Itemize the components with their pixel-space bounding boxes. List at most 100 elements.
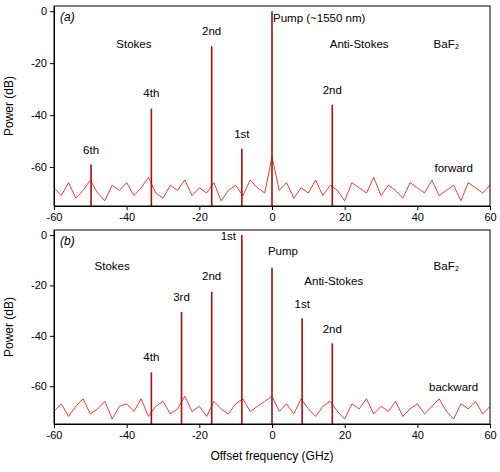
y-tick-mark <box>50 115 54 116</box>
y-tick-mark <box>50 285 54 286</box>
plot-area <box>54 235 490 424</box>
y-tick: -40 <box>31 109 54 121</box>
x-tick-mark <box>345 424 346 428</box>
y-tick: -60 <box>31 161 54 173</box>
annotation: Anti-Stokes <box>304 275 363 287</box>
y-tick-mark <box>50 63 54 64</box>
annotation: Stokes <box>95 260 130 272</box>
panel-title: (a) <box>60 10 75 24</box>
annotation: 2nd <box>202 25 221 37</box>
plot-frame <box>54 230 490 424</box>
x-tick-mark <box>417 206 418 210</box>
y-tick: -60 <box>31 380 54 392</box>
annotation: Stokes <box>116 38 151 50</box>
peak <box>301 318 303 424</box>
y-axis-line <box>54 231 55 425</box>
peak <box>241 235 243 424</box>
x-tick-label: -40 <box>119 211 135 223</box>
x-tick-mark <box>199 206 200 210</box>
panel: -60-40-200204060-60-40-200Power (dB)Offs… <box>2 229 497 463</box>
x-tick-label: 40 <box>412 429 424 441</box>
x-tick-mark <box>345 206 346 210</box>
x-tick-label: -20 <box>192 211 208 223</box>
annotation: 2nd <box>202 270 221 282</box>
x-tick-label: -40 <box>119 429 135 441</box>
x-tick-label: -60 <box>47 211 63 223</box>
y-tick-label: 0 <box>41 5 47 17</box>
x-tick-mark <box>490 206 491 210</box>
plot-frame <box>54 6 490 206</box>
peak <box>271 11 273 206</box>
x-tick-label: -60 <box>47 429 63 441</box>
panel-title: (b) <box>60 234 75 248</box>
x-tick-mark <box>490 424 491 428</box>
annotation: backward <box>429 381 478 393</box>
x-tick-mark <box>127 206 128 210</box>
x-axis: -60 -40 -20 0 20 40 60 <box>47 206 497 223</box>
x-axis: -60 -40 -20 0 20 40 60 <box>47 424 497 441</box>
y-tick-mark <box>50 235 54 236</box>
y-tick-label: -20 <box>31 57 47 69</box>
y-tick-label: -40 <box>31 109 47 121</box>
annotation: Pump (~1550 nm) <box>273 12 366 24</box>
x-tick-mark <box>127 424 128 428</box>
y-tick-mark <box>50 167 54 168</box>
x-tick: -40 <box>119 424 135 441</box>
y-tick: -20 <box>31 57 54 69</box>
figure: -60 -40 -20 0 20 40 60 -60 -40 -20 0 Power (dB) (a) P… <box>0 0 500 472</box>
peak <box>181 312 183 424</box>
annotation: 1st <box>221 230 237 242</box>
peak <box>211 46 213 206</box>
x-tick: -20 <box>192 206 208 223</box>
y-tick-label: -40 <box>31 330 47 342</box>
annotation: 1st <box>234 128 250 140</box>
annotation: 3rd <box>173 291 190 303</box>
x-tick-label: 0 <box>269 429 275 441</box>
y-tick: -40 <box>31 330 54 342</box>
y-tick-mark <box>50 336 54 337</box>
x-tick: 40 <box>412 424 424 441</box>
x-tick: 20 <box>339 206 351 223</box>
annotation: 6th <box>83 144 99 156</box>
y-axis: -60-40-200 <box>31 229 54 424</box>
y-tick: 0 <box>41 5 54 17</box>
y-tick: 0 <box>41 229 54 241</box>
y-axis-title: Power (dB) <box>2 76 16 136</box>
y-axis: -60 -40 -20 0 <box>31 5 54 206</box>
annotation: Pump <box>268 245 298 257</box>
panel: -60 -40 -20 0 20 40 60 -60 -40 -20 0 Power (dB) (a) P… <box>2 5 497 223</box>
annotation: Anti-Stokes <box>330 38 389 50</box>
y-tick-label: -60 <box>31 161 47 173</box>
annotation: 4th <box>143 351 159 363</box>
annotation: BaF₂ <box>434 260 460 272</box>
x-tick: 60 <box>484 206 496 223</box>
x-tick: 20 <box>339 424 351 441</box>
peak <box>151 372 153 424</box>
x-tick: -60 <box>47 206 63 223</box>
annotation: forward <box>434 162 472 174</box>
x-tick: -20 <box>192 424 208 441</box>
x-tick-mark <box>272 206 273 210</box>
annotation: 4th <box>143 87 159 99</box>
plot-area <box>54 11 490 206</box>
x-tick: 0 <box>269 424 275 441</box>
x-tick: 40 <box>412 206 424 223</box>
x-tick-mark <box>272 424 273 428</box>
x-tick-mark <box>54 206 55 210</box>
x-axis-title: Offset frequency (GHz) <box>210 449 333 463</box>
annotation: 2nd <box>323 84 342 96</box>
y-axis-line <box>54 7 55 207</box>
x-tick-mark <box>417 424 418 428</box>
peak <box>271 268 273 424</box>
y-tick-mark <box>50 11 54 12</box>
y-axis-title: Power (dB) <box>2 297 16 357</box>
annotation: 2nd <box>323 323 342 335</box>
x-tick: 0 <box>269 206 275 223</box>
x-tick: -60 <box>47 424 63 441</box>
x-tick-label: 20 <box>339 429 351 441</box>
x-tick-label: 60 <box>484 211 496 223</box>
x-tick: 60 <box>484 424 496 441</box>
y-tick-label: 0 <box>41 229 47 241</box>
x-tick-label: -20 <box>192 429 208 441</box>
x-tick-mark <box>54 424 55 428</box>
